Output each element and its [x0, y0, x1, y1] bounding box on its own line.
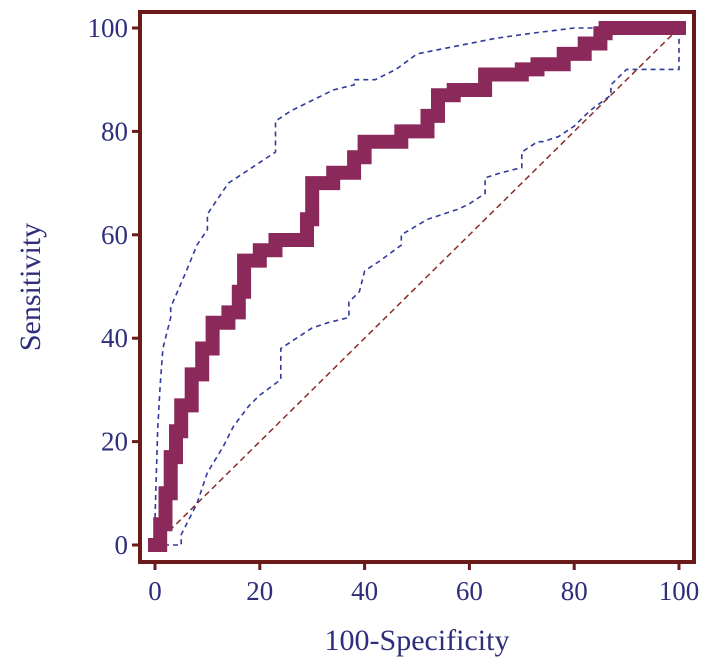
series-layer: [148, 21, 686, 552]
y-axis: 0 20 40 60 80 100: [88, 13, 140, 560]
y-tick-label: 20: [101, 427, 128, 457]
y-tick-label: 80: [101, 116, 128, 146]
x-axis-title: 100-Specificity: [325, 624, 510, 657]
x-tick-label: 100: [659, 576, 700, 606]
x-axis: 0 20 40 60 80 100: [148, 562, 699, 606]
y-tick-label: 0: [115, 530, 129, 560]
x-tick-label: 80: [561, 576, 588, 606]
x-tick-label: 20: [246, 576, 273, 606]
x-tick-label: 0: [148, 576, 162, 606]
roc-curve-line: [148, 21, 686, 552]
y-axis-title: Sensitivity: [14, 223, 47, 351]
y-tick-label: 40: [101, 323, 128, 353]
upper-confidence-bound-line: [154, 27, 679, 545]
y-tick-label: 100: [88, 13, 129, 43]
plot-area-border: [138, 10, 696, 564]
x-tick-label: 40: [351, 576, 378, 606]
y-tick-label: 60: [101, 220, 128, 250]
diagonal-reference-line: [154, 27, 680, 546]
plot-frame: [138, 10, 696, 564]
lower-confidence-bound-line: [155, 28, 680, 546]
x-tick-label: 60: [456, 576, 483, 606]
